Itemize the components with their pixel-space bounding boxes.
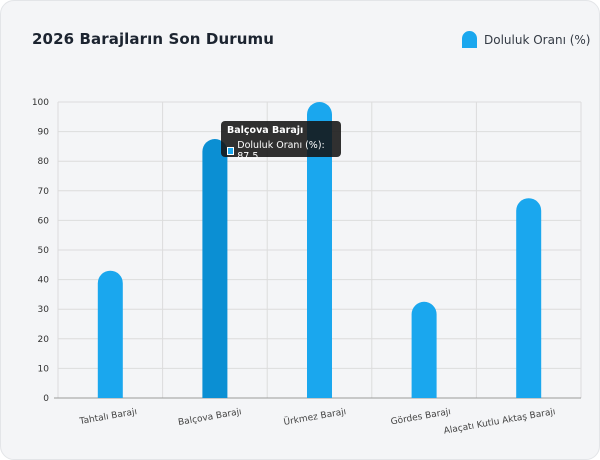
y-tick-label: 90 [38, 128, 50, 138]
tooltip-swatch [227, 147, 235, 155]
x-tick-label: Alaçatı Kutlu Aktaş Barajı [443, 407, 556, 436]
x-tick-label: Tahtalı Barajı [78, 407, 138, 427]
bar[interactable] [411, 301, 437, 398]
tooltip-row: Doluluk Oranı (%): 87,5 [227, 140, 335, 162]
tooltip-title: Balçova Barajı [227, 125, 304, 136]
y-tick-label: 100 [32, 98, 49, 108]
bar[interactable] [307, 102, 332, 398]
y-tick-label: 80 [38, 157, 50, 167]
x-tick-label: Gördes Barajı [390, 407, 452, 427]
y-tick-label: 60 [38, 216, 50, 226]
x-tick-label: Ürkmez Barajı [283, 406, 347, 428]
legend-swatch [462, 31, 477, 48]
y-tick-label: 10 [38, 364, 50, 374]
y-tick-label: 40 [38, 276, 50, 286]
bar[interactable] [202, 139, 228, 398]
y-tick-label: 70 [38, 187, 50, 197]
chart-title: 2026 Barajların Son Durumu [32, 30, 275, 48]
legend-label: Doluluk Oranı (%) [484, 32, 591, 47]
y-tick-label: 30 [38, 305, 50, 315]
bar[interactable] [97, 270, 123, 398]
y-tick-label: 0 [43, 394, 49, 404]
x-tick-label: Balçova Barajı [177, 407, 242, 428]
y-tick-label: 50 [38, 246, 50, 256]
legend-item[interactable]: Doluluk Oranı (%) [462, 31, 590, 48]
y-tick-label: 20 [38, 335, 50, 345]
bar[interactable] [516, 198, 542, 398]
tooltip-value: Doluluk Oranı (%): 87,5 [237, 140, 325, 162]
chart-tooltip: Balçova Barajı Doluluk Oranı (%): 87,5 [221, 121, 341, 162]
